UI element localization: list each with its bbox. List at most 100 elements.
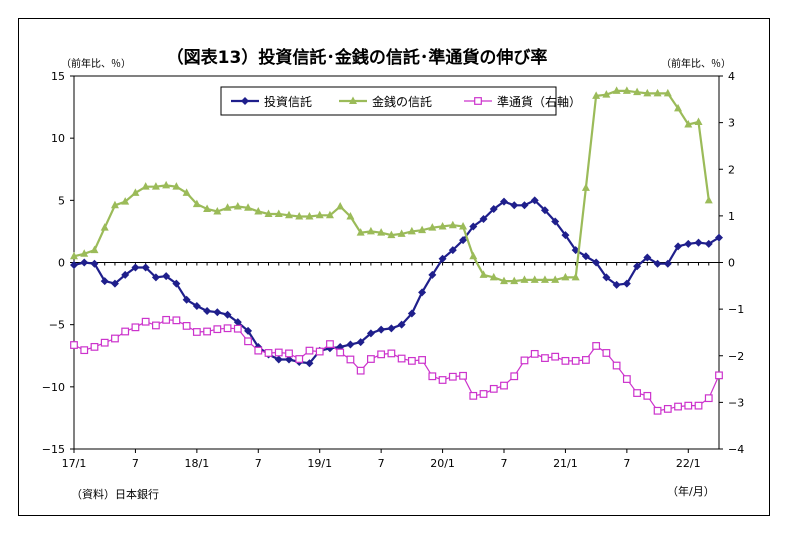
series-point xyxy=(407,226,416,235)
series-point xyxy=(131,188,140,196)
series-point xyxy=(367,355,375,363)
series-point xyxy=(254,346,263,355)
x-tick-label: 7 xyxy=(255,457,262,470)
x-tick-label: 7 xyxy=(501,457,508,470)
series-point xyxy=(674,242,683,251)
left-axis-unit: （前年比、％） xyxy=(61,57,131,70)
series-point xyxy=(203,204,212,213)
series-point xyxy=(223,324,232,333)
series-point xyxy=(643,88,652,97)
y-left-tick-label: −15 xyxy=(42,443,65,456)
series-point xyxy=(110,279,119,288)
series-point xyxy=(192,199,201,208)
series-point xyxy=(203,306,212,315)
series-point xyxy=(203,327,211,336)
series-point xyxy=(305,346,314,355)
series-point xyxy=(489,272,498,281)
series-point xyxy=(602,349,611,357)
series-point xyxy=(315,347,324,356)
series-point xyxy=(581,252,590,261)
series-point xyxy=(121,270,130,279)
series-point xyxy=(622,86,631,94)
series-point xyxy=(397,320,406,329)
series-point xyxy=(633,389,641,397)
series-point xyxy=(131,263,140,272)
series-point xyxy=(551,352,560,361)
series-point xyxy=(653,406,662,415)
series-point xyxy=(571,272,580,281)
series-point xyxy=(100,277,109,286)
series-point xyxy=(428,372,437,381)
legend-marker xyxy=(349,96,357,104)
series-point xyxy=(397,229,406,237)
series-point xyxy=(305,211,314,220)
series-point xyxy=(684,401,693,410)
series-point xyxy=(500,197,508,206)
series-point xyxy=(674,103,683,112)
series-point xyxy=(285,349,293,358)
series-point xyxy=(397,354,406,363)
series-point xyxy=(418,356,426,364)
series-point xyxy=(674,402,682,411)
x-tick-label: 18/1 xyxy=(185,457,210,470)
y-left-tick-label: −5 xyxy=(49,319,65,332)
chart-frame: （図表13）投資信託･金銭の信託･準通貨の伸び率 （前年比、％） （前年比、％）… xyxy=(18,18,770,516)
series-point xyxy=(520,201,529,210)
series-point xyxy=(694,238,703,247)
series-point xyxy=(684,239,693,248)
series-point xyxy=(479,214,488,223)
series-point xyxy=(213,308,222,317)
series-point xyxy=(233,318,242,327)
series-point xyxy=(233,202,242,210)
series-point xyxy=(612,86,621,94)
y-right-tick-label: −2 xyxy=(728,350,744,363)
series-point xyxy=(540,206,549,215)
series-point xyxy=(346,211,355,220)
series-1 xyxy=(70,196,723,368)
series-point xyxy=(305,359,314,368)
series-point xyxy=(704,195,713,204)
series-point xyxy=(387,349,396,358)
y-left-tick-label: −10 xyxy=(42,381,65,394)
x-tick-label: 20/1 xyxy=(430,457,455,470)
series-point xyxy=(172,279,181,288)
series-point xyxy=(366,226,375,235)
x-tick-label: 7 xyxy=(132,457,139,470)
series-point xyxy=(377,325,386,334)
x-tick-label: 7 xyxy=(623,457,630,470)
series-point xyxy=(80,346,89,355)
series-point xyxy=(418,225,427,234)
series-point xyxy=(223,310,232,319)
series-point xyxy=(141,317,150,326)
x-tick-label: 21/1 xyxy=(553,457,578,470)
series-point xyxy=(111,334,119,343)
series-point xyxy=(663,405,672,413)
series-point xyxy=(448,246,457,255)
y-right-tick-label: 4 xyxy=(728,70,735,83)
series-point xyxy=(684,119,693,128)
series-point xyxy=(489,384,498,393)
series-point xyxy=(459,221,468,230)
series-point xyxy=(90,342,99,351)
series-point xyxy=(213,207,222,215)
series-point xyxy=(346,355,355,364)
series-point xyxy=(356,366,365,375)
series-point xyxy=(540,275,549,283)
series-point xyxy=(285,355,293,364)
series-point xyxy=(295,355,304,363)
series-point xyxy=(704,239,713,248)
y-right-tick-label: −4 xyxy=(728,443,744,456)
series-point xyxy=(213,325,222,334)
series-point xyxy=(663,259,672,268)
series-point xyxy=(356,228,365,236)
series-point xyxy=(622,279,631,288)
y-left-tick-label: 10 xyxy=(51,132,65,145)
y-left-tick-label: 0 xyxy=(58,257,65,270)
series-point xyxy=(448,220,457,229)
series-point xyxy=(612,280,621,289)
series-point xyxy=(366,329,375,338)
y-right-tick-label: −1 xyxy=(728,303,744,316)
series-point xyxy=(520,275,529,283)
series-point xyxy=(151,182,160,190)
series-point xyxy=(100,338,109,347)
